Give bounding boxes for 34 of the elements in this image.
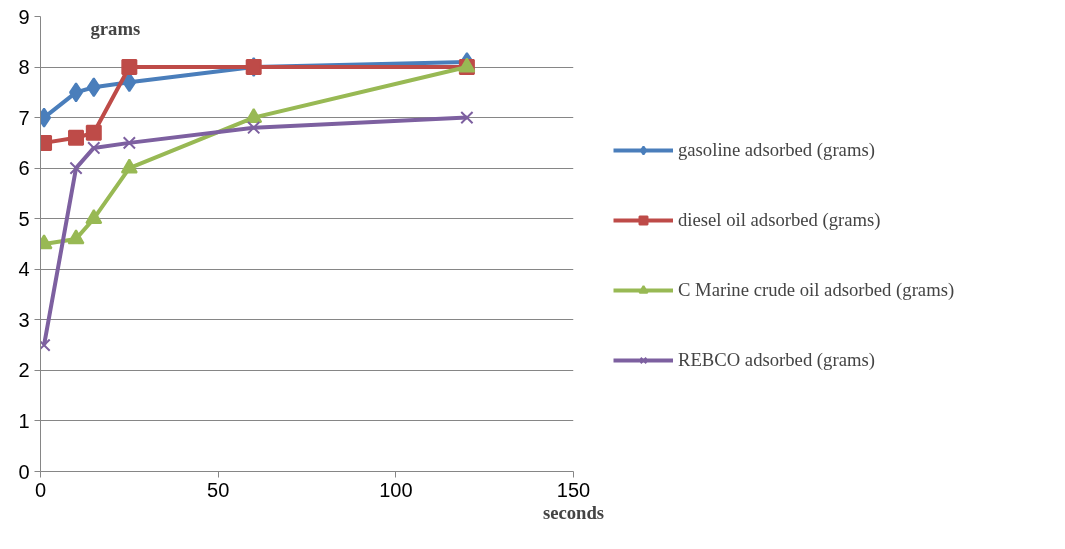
y-tick-label: 1	[18, 409, 30, 432]
point	[247, 121, 261, 135]
point	[85, 209, 103, 225]
point	[69, 161, 83, 175]
x-tick-label: 0	[34, 478, 47, 501]
legend-label: REBCO adsorbed (grams)	[678, 349, 875, 371]
legend-label: diesel oil adsorbed (grams)	[678, 209, 881, 231]
x-axis-title: seconds	[542, 501, 605, 523]
x-tick-label: 100	[379, 478, 413, 501]
y-tick-label: 2	[18, 359, 30, 382]
x-tick-label: 150	[556, 478, 591, 501]
x-tick-label: 50	[207, 478, 230, 501]
y-tick-label: 4	[18, 258, 30, 281]
point	[460, 110, 474, 125]
y-axis-title: grams	[90, 17, 141, 39]
point	[86, 77, 101, 98]
point	[122, 136, 136, 150]
y-tick-label: 8	[18, 56, 30, 79]
point	[67, 229, 85, 245]
y-tick-label: 0	[18, 460, 30, 483]
point	[85, 124, 102, 141]
point	[68, 129, 85, 146]
y-tick-label: 5	[18, 207, 30, 230]
y-tick-label: 3	[18, 308, 30, 331]
point	[69, 82, 84, 103]
point	[122, 72, 137, 93]
legend-label: C Marine crude oil adsorbed (grams)	[678, 279, 955, 301]
y-tick-label: 7	[18, 106, 30, 129]
point	[121, 59, 138, 76]
legend-label: gasoline adsorbed (grams)	[678, 139, 875, 161]
y-tick-label: 9	[18, 5, 30, 28]
point	[87, 141, 101, 155]
y-tick-label: 6	[18, 157, 30, 180]
point	[120, 158, 138, 174]
